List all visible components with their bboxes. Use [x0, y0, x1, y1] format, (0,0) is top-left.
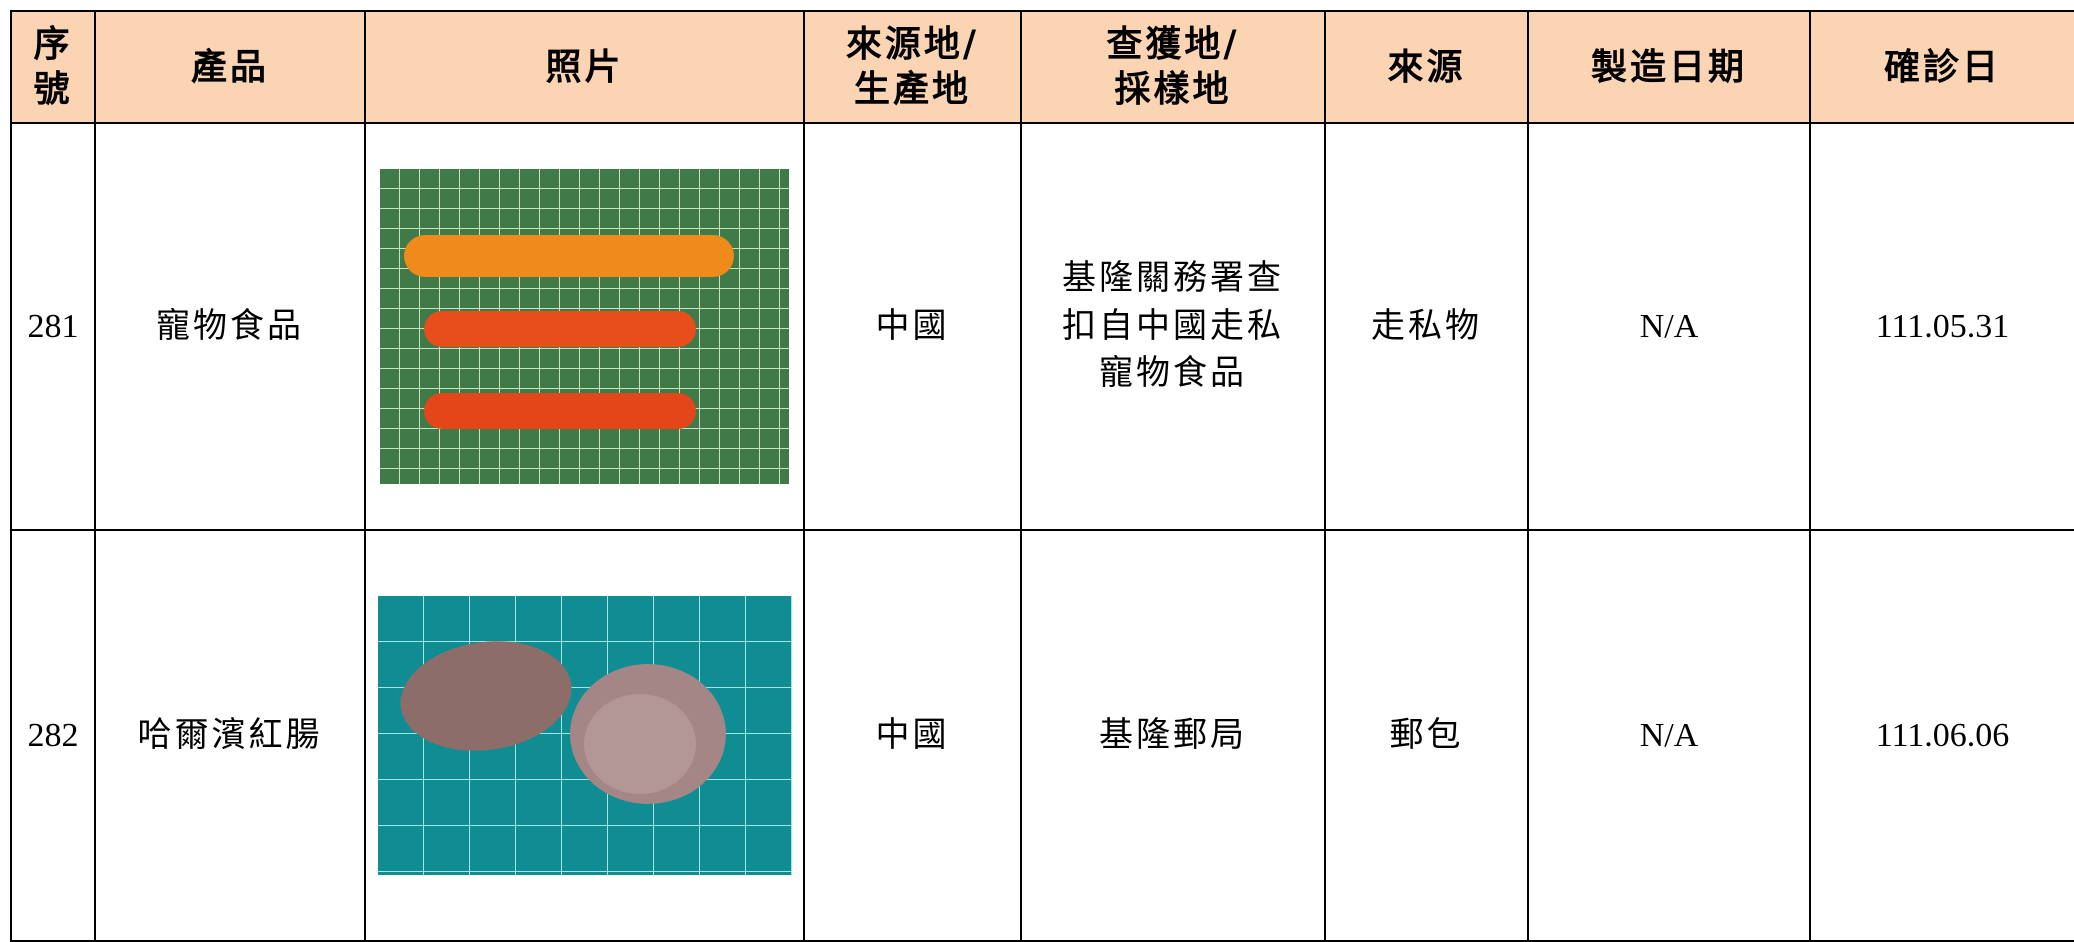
- table-row: 281 寵物食品 中國 基隆關務署查扣自中國走私寵物食品 走私物 N/A 111…: [10, 122, 2074, 531]
- cell: 寵物食品: [94, 122, 366, 531]
- cell: 中國: [803, 529, 1022, 942]
- photo: [380, 169, 789, 484]
- cell: 111.06.06: [1809, 529, 2074, 942]
- cell: 走私物: [1324, 122, 1529, 531]
- header-cell: 確診日: [1809, 10, 2074, 124]
- cell: 基隆關務署查扣自中國走私寵物食品: [1020, 122, 1326, 531]
- header-cell: 查獲地/ 採樣地: [1020, 10, 1326, 124]
- header-row: 序號 產品 照片 來源地/ 生產地 查獲地/ 採樣地 來源 製造日期 確診日: [10, 10, 2074, 124]
- header-cell: 來源地/ 生產地: [803, 10, 1022, 124]
- table-row: 282 哈爾濱紅腸 中國 基隆郵局 郵包 N/A 111.06.06: [10, 529, 2074, 942]
- cell: 282: [10, 529, 96, 942]
- photo: [377, 596, 792, 875]
- header-cell: 製造日期: [1527, 10, 1811, 124]
- cell: 281: [10, 122, 96, 531]
- cell: 111.05.31: [1809, 122, 2074, 531]
- header-cell: 產品: [94, 10, 366, 124]
- cell: N/A: [1527, 122, 1811, 531]
- photo-cell: [364, 122, 805, 531]
- cell: 中國: [803, 122, 1022, 531]
- header-cell: 來源: [1324, 10, 1529, 124]
- cell: 基隆郵局: [1020, 529, 1326, 942]
- cell: 哈爾濱紅腸: [94, 529, 366, 942]
- product-table: 序號 產品 照片 來源地/ 生產地 查獲地/ 採樣地 來源 製造日期 確診日 2…: [10, 10, 2074, 942]
- header-cell: 照片: [364, 10, 805, 124]
- photo-cell: [364, 529, 805, 942]
- cell: N/A: [1527, 529, 1811, 942]
- cell: 郵包: [1324, 529, 1529, 942]
- header-cell: 序號: [10, 10, 96, 124]
